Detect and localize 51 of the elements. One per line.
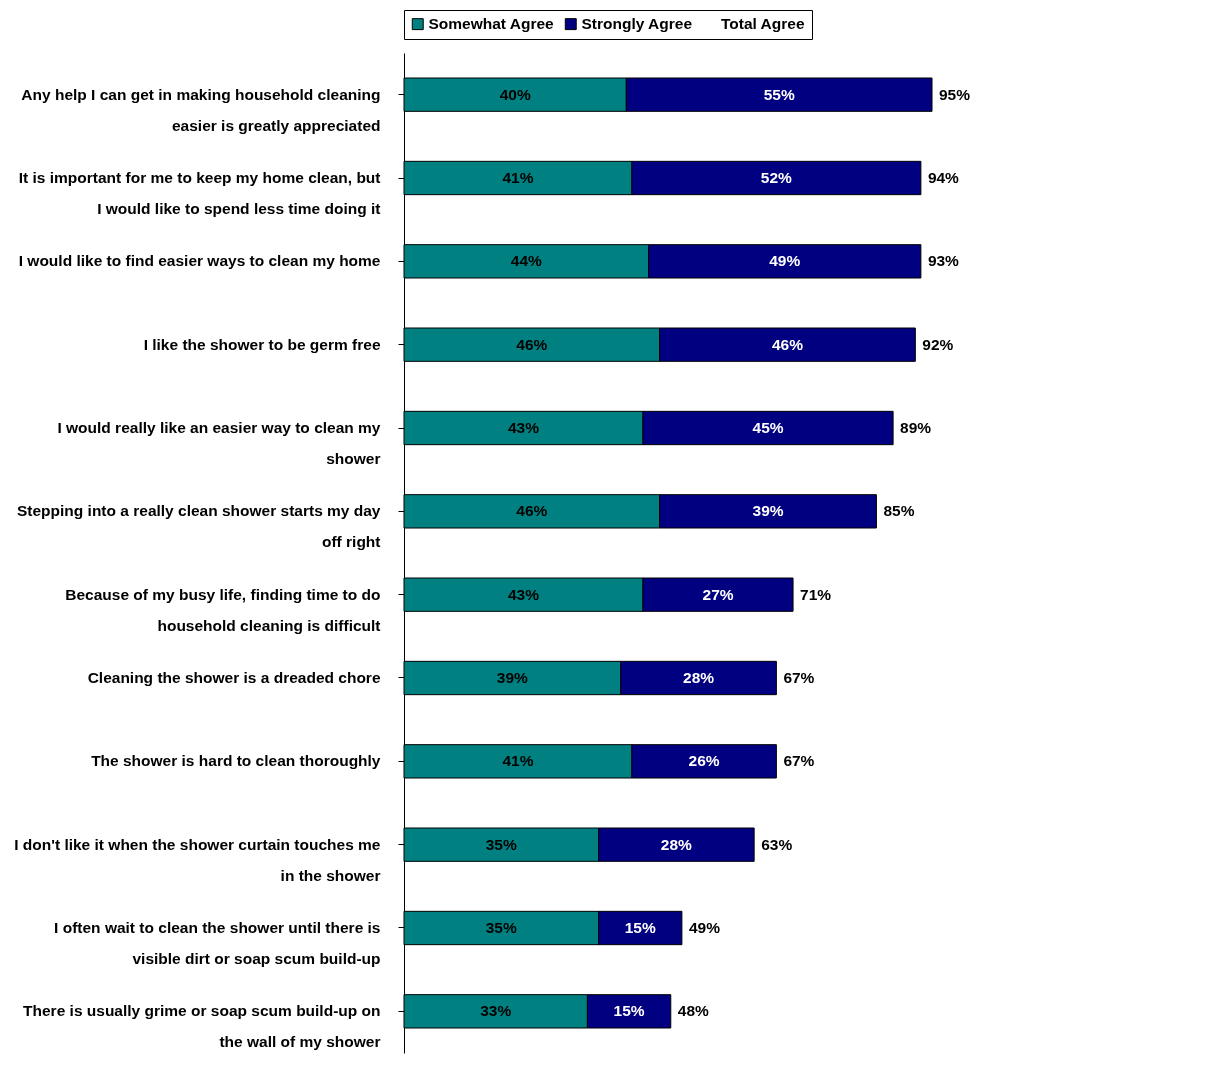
data-label: 27%: [702, 585, 734, 603]
data-label: 46%: [516, 502, 548, 520]
data-label: 35%: [485, 919, 517, 936]
y-tick-label: I often wait to clean the shower until there is visible dirt or soap scum build-up: [54, 919, 381, 967]
data-label: 41%: [502, 169, 534, 186]
data-label: 28%: [660, 835, 693, 853]
y-tick-label: I would like to find easier ways to clean my home: [18, 252, 381, 270]
total-label: 95%: [939, 85, 971, 103]
total-label: 93%: [927, 252, 960, 270]
total-label: 89%: [900, 419, 932, 436]
data-label: 45%: [752, 419, 784, 436]
data-label: 55%: [763, 85, 795, 103]
y-tick-label: I would really like an easier way to clean my shower: [57, 419, 381, 467]
y-tick-label: Because of my busy life, finding time to do household cleaning is difficult: [65, 585, 381, 634]
legend-title: Total Agree: [721, 15, 805, 32]
data-label: 26%: [688, 752, 720, 770]
data-label: 49%: [769, 252, 801, 270]
data-label: 40%: [499, 85, 531, 103]
data-label: 41%: [502, 752, 534, 770]
legend-label: Strongly Agree: [581, 15, 693, 33]
data-label: 39%: [752, 502, 784, 520]
total-label: 92%: [922, 335, 954, 353]
y-tick-label: I don't like it when the shower curtain touches me in the shower: [14, 835, 381, 884]
legend-label: Somewhat Agree: [428, 15, 555, 33]
data-label: 44%: [510, 252, 542, 270]
data-label: 28%: [683, 669, 715, 686]
y-tick-label: Cleaning the shower is a dreaded chore: [87, 669, 381, 686]
data-label: 35%: [485, 835, 517, 853]
data-label: 43%: [507, 419, 540, 436]
y-tick-label: I like the shower to be germ free: [143, 335, 381, 353]
data-label: 43%: [507, 585, 540, 603]
data-label: 46%: [516, 335, 548, 353]
data-label: 33%: [480, 1002, 512, 1020]
total-label: 67%: [783, 669, 815, 686]
data-label: 39%: [496, 669, 529, 686]
total-label: 71%: [800, 585, 832, 603]
total-label: 67%: [783, 752, 815, 770]
data-label: 15%: [613, 1002, 645, 1020]
y-tick-label: Stepping into a really clean shower starts my day off right: [16, 502, 381, 551]
y-tick-label: The shower is hard to clean thoroughly: [91, 752, 381, 770]
data-label: 15%: [624, 919, 656, 936]
y-tick-label: It is important for me to keep my home clean, but I would like to spend less time doing it: [18, 169, 381, 217]
total-label: 49%: [688, 919, 721, 936]
total-label: 63%: [761, 835, 793, 853]
y-tick-label: Any help I can get in making household cleaning easier is greatly appreciated: [21, 85, 381, 134]
data-label: 46%: [771, 335, 804, 353]
total-label: 94%: [927, 169, 960, 186]
data-label: 52%: [760, 169, 793, 186]
total-label: 48%: [677, 1002, 710, 1020]
y-tick-label: There is usually grime or soap scum build-up on the wall of my shower: [23, 1002, 381, 1051]
total-label: 85%: [883, 502, 915, 520]
